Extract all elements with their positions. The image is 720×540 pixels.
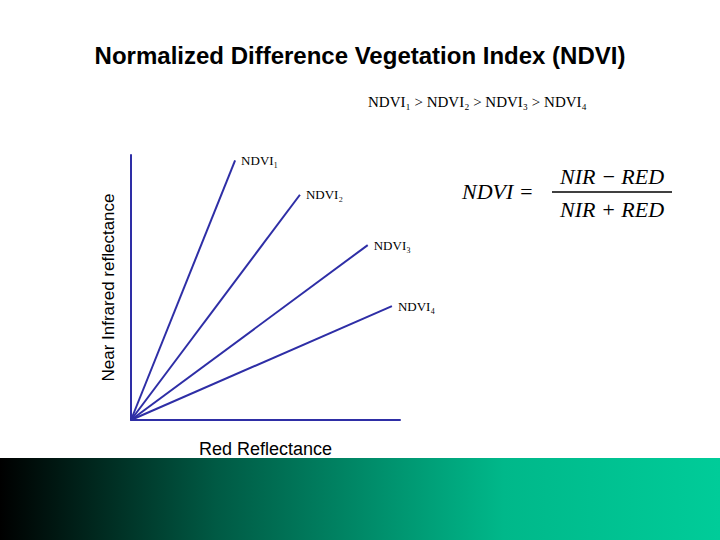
svg-text:NDVI₄: NDVI₄ xyxy=(398,299,435,314)
svg-text:NDVI =: NDVI = xyxy=(461,179,534,204)
svg-text:NIR + RED: NIR + RED xyxy=(559,197,664,222)
svg-text:NIR − RED: NIR − RED xyxy=(559,164,664,189)
svg-text:Normalized Difference Vegetati: Normalized Difference Vegetation Index (… xyxy=(95,42,626,69)
svg-text:NDVI₃: NDVI₃ xyxy=(374,238,411,253)
svg-text:NDVI₂: NDVI₂ xyxy=(306,187,343,202)
svg-text:Red Reflectance: Red Reflectance xyxy=(199,439,332,459)
svg-text:NDVI₁ > NDVI₂ > NDVI₃ > NDVI₄: NDVI₁ > NDVI₂ > NDVI₃ > NDVI₄ xyxy=(368,94,587,110)
svg-text:NDVI₁: NDVI₁ xyxy=(241,153,278,168)
svg-text:Near Infrared reflectance: Near Infrared reflectance xyxy=(99,193,118,381)
